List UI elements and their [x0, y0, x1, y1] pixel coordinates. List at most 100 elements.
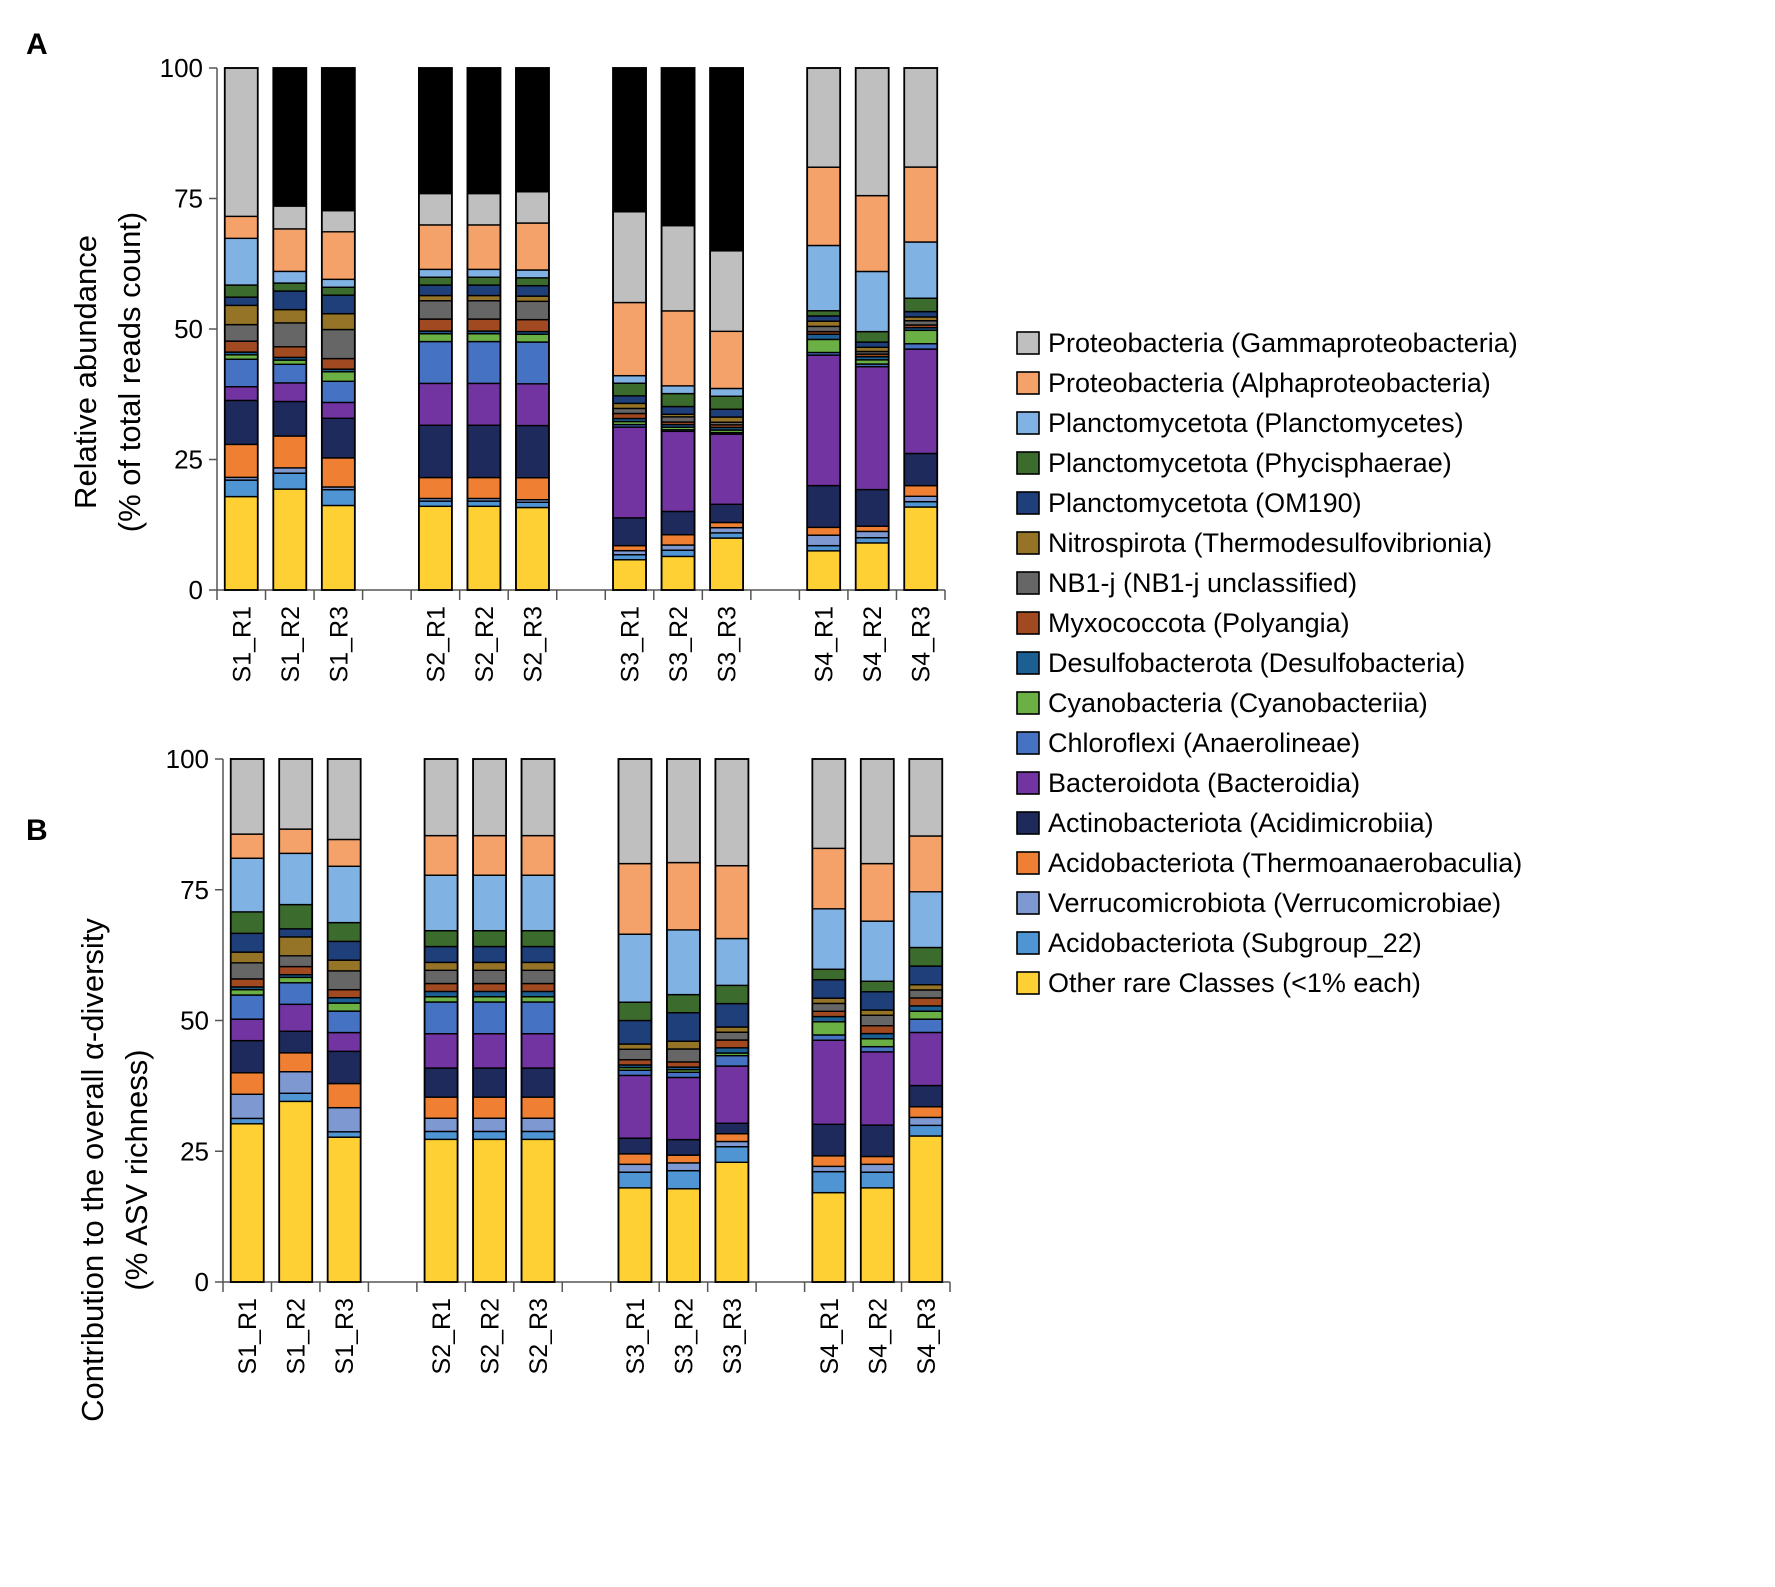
bar-outline [229, 758, 265, 1283]
bar-segment-series-17 [515, 67, 550, 193]
bar-segment-myxococcota-polyangia [714, 1039, 750, 1049]
bar-segment-acidobacteriota-thermoanaerobaculia [515, 477, 550, 501]
bar-segment-planctomycetota-phycisphaerae [515, 277, 550, 287]
bar-segment-bacteroidota-bacteroidia [612, 426, 647, 519]
bar-segment-planctomycetota-om190 [714, 1002, 750, 1028]
bar-outline [423, 758, 459, 1283]
legend-label: Cyanobacteria (Cyanobacteriia) [1048, 688, 1428, 718]
legend-label: NB1-j (NB1-j unclassified) [1048, 568, 1357, 598]
bar-segment-bacteroidota-bacteroidia [908, 1031, 943, 1087]
bar-segment-nitrospirota-thermodesulfovibrionia [278, 936, 313, 957]
legend-swatch-actinobacteriota-acidimicrobiia [1016, 811, 1040, 835]
bar-segment-acidobacteriota-subgroup-22 [908, 1124, 943, 1137]
bar-segment-series-17 [272, 67, 307, 207]
bar-segment-nb1-j-nb1-j-unclassified [666, 1048, 701, 1063]
bar-segment-bacteroidota-bacteroidia [515, 383, 550, 427]
x-tick-label: S2_R3 [525, 1298, 553, 1374]
bar-segment-proteobacteria-gammaproteobacteria [612, 211, 647, 304]
bar-segment-cyanobacteria-cyanobacteriia [908, 1010, 943, 1020]
bar-segment-acidobacteriota-thermoanaerobaculia [666, 1154, 701, 1164]
bar-segment-planctomycetota-om190 [278, 928, 313, 938]
legend-label: Myxococcota (Polyangia) [1048, 608, 1350, 638]
legend-label: Verrucomicrobiota (Verrucomicrobiae) [1048, 888, 1501, 918]
bar-segment-actinobacteriota-acidimicrobiia [472, 1067, 507, 1098]
bar-outline [908, 758, 944, 1283]
bar-segment-verrucomicrobiota-verrucomicrobiae [660, 544, 696, 551]
bar-segment-myxococcota-polyangia [321, 357, 356, 370]
legend-label: Other rare Classes (<1% each) [1048, 968, 1421, 998]
bar-segment-planctomycetota-planctomycetes [278, 852, 313, 906]
bar-segment-bacteroidota-bacteroidia [224, 385, 259, 402]
bar-segment-proteobacteria-gammaproteobacteria [617, 758, 653, 865]
bar-segment-planctomycetota-planctomycetes [666, 929, 701, 996]
bar-segment-acidobacteriota-thermoanaerobaculia [617, 1153, 653, 1166]
bar-segment-myxococcota-polyangia [326, 988, 362, 999]
bar-segment-myxococcota-polyangia [418, 318, 453, 332]
bar-segment-desulfobacterota-desulfobacteria [811, 1015, 847, 1023]
bar-segment-planctomycetota-planctomycetes [903, 241, 938, 299]
x-tick-label: S3_R1 [617, 606, 645, 682]
bar-segment-proteobacteria-gammaproteobacteria [230, 758, 265, 835]
bar-segment-planctomycetota-om190 [903, 310, 938, 318]
x-tick-label: S2_R1 [422, 606, 450, 682]
bar-segment-myxococcota-polyangia [515, 318, 550, 333]
bar-segment-desulfobacterota-desulfobacteria [326, 997, 362, 1004]
bar-segment-planctomycetota-phycisphaerae [520, 929, 556, 948]
bar-segment-planctomycetota-planctomycetes [418, 268, 453, 278]
bar-segment-actinobacteriota-acidimicrobiia [515, 424, 550, 479]
x-tick-label: S4_R1 [816, 1298, 844, 1374]
bar-segment-bacteroidota-bacteroidia [472, 1033, 507, 1069]
bar-segment-bacteroidota-bacteroidia [272, 382, 307, 403]
bar-segment-planctomycetota-phycisphaerae [908, 946, 943, 967]
bar-segment-acidobacteriota-subgroup-22 [466, 500, 502, 508]
bar-segment-proteobacteria-alphaproteobacteria [908, 835, 943, 893]
bar-segment-planctomycetota-phycisphaerae [709, 395, 744, 410]
x-tick-label: S3_R3 [714, 606, 742, 682]
bar-segment-planctomycetota-phycisphaerae [466, 276, 502, 286]
bar-segment-nb1-j-nb1-j-unclassified [520, 969, 556, 985]
bar-segment-other-rare-classes-1-each [321, 504, 356, 591]
bar-segment-acidobacteriota-subgroup-22 [855, 536, 890, 544]
legend-swatch-planctomycetota-om190 [1016, 491, 1040, 515]
bar-segment-acidobacteriota-thermoanaerobaculia [520, 1096, 556, 1119]
bar-segment-actinobacteriota-acidimicrobiia [612, 517, 647, 547]
bar-segment-planctomycetota-phycisphaerae [666, 993, 701, 1014]
bar-segment-series-17 [660, 67, 696, 227]
bar-segment-planctomycetota-planctomycetes [515, 269, 550, 279]
bar-segment-planctomycetota-om190 [230, 932, 265, 953]
bar-segment-planctomycetota-phycisphaerae [472, 929, 507, 948]
bar-segment-other-rare-classes-1-each [612, 559, 647, 591]
bar-segment-acidobacteriota-subgroup-22 [272, 472, 307, 490]
bar-segment-actinobacteriota-acidimicrobiia [230, 1039, 265, 1074]
bar-outline [326, 758, 362, 1283]
bar-segment-acidobacteriota-thermoanaerobaculia [811, 1155, 847, 1168]
bar-segment-nitrospirota-thermodesulfovibrionia [326, 959, 362, 972]
panel-a-ylabel-line2: (% of total reads count) [112, 212, 147, 533]
bar-segment-proteobacteria-gammaproteobacteria [908, 758, 943, 837]
x-tick-label: S3_R2 [670, 1298, 698, 1374]
bar-segment-chloroflexi-anaerolineae [466, 340, 502, 385]
bar-segment-myxococcota-polyangia [612, 412, 647, 420]
bar-outline [612, 67, 647, 591]
bar-segment-nb1-j-nb1-j-unclassified [326, 970, 362, 991]
bar-segment-planctomycetota-phycisphaerae [326, 921, 362, 943]
bar-segment-planctomycetota-planctomycetes [612, 374, 647, 384]
bar-segment-actinobacteriota-acidimicrobiia [903, 452, 938, 487]
bar-segment-proteobacteria-alphaproteobacteria [278, 828, 313, 855]
bar-segment-nb1-j-nb1-j-unclassified [617, 1048, 653, 1061]
bar-segment-actinobacteriota-acidimicrobiia [520, 1067, 556, 1098]
bar-segment-planctomycetota-planctomycetes [811, 908, 847, 970]
bar-segment-acidobacteriota-thermoanaerobaculia [278, 1052, 313, 1073]
bar-segment-chloroflexi-anaerolineae [515, 341, 550, 385]
bar-segment-planctomycetota-planctomycetes [617, 933, 653, 1003]
y-tick-label: 25 [180, 1136, 209, 1166]
bar-segment-proteobacteria-alphaproteobacteria [855, 194, 890, 273]
bar-segment-chloroflexi-anaerolineae [908, 1018, 943, 1034]
bar-segment-desulfobacterota-desulfobacteria [472, 990, 507, 998]
bar-segment-acidobacteriota-thermoanaerobaculia [230, 1072, 265, 1095]
bar-segment-actinobacteriota-acidimicrobiia [860, 1124, 895, 1158]
bar-segment-proteobacteria-alphaproteobacteria [714, 864, 750, 940]
bar-segment-other-rare-classes-1-each [466, 505, 502, 591]
bar-segment-actinobacteriota-acidimicrobiia [660, 510, 696, 536]
bar-segment-planctomycetota-phycisphaerae [278, 903, 313, 930]
